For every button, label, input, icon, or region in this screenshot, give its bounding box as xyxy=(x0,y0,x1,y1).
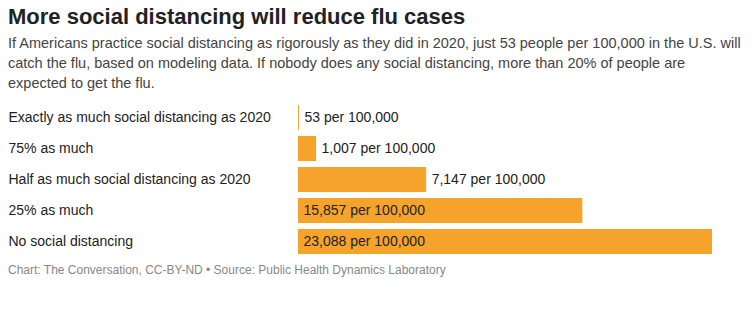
svg-text:Half as much social distancing: Half as much social distancing as 2020 xyxy=(9,172,251,188)
svg-text:Exactly as much social distanc: Exactly as much social distancing as 202… xyxy=(9,110,271,126)
html-text:More social distancing will re: More social distancing will reduce flu c… xyxy=(8,4,466,29)
html-text:Chart: The Conversation, CC-BY: Chart: The Conversation, CC-BY-ND • Sour… xyxy=(8,263,446,278)
svg-text:53 per 100,000: 53 per 100,000 xyxy=(304,110,398,126)
svg-text:1,007 per 100,000: 1,007 per 100,000 xyxy=(322,141,436,157)
svg-text:7,147 per 100,000: 7,147 per 100,000 xyxy=(432,172,546,188)
svg-text:23,088 per 100,000: 23,088 per 100,000 xyxy=(304,234,426,250)
svg-text:15,857 per 100,000: 15,857 per 100,000 xyxy=(304,203,426,219)
html-text:If Americans practice social d: If Americans practice social distancing … xyxy=(8,35,741,91)
svg-text:25% as much: 25% as much xyxy=(9,203,94,219)
svg-text:75% as much: 75% as much xyxy=(9,141,94,157)
svg-text:No social distancing: No social distancing xyxy=(9,234,134,250)
